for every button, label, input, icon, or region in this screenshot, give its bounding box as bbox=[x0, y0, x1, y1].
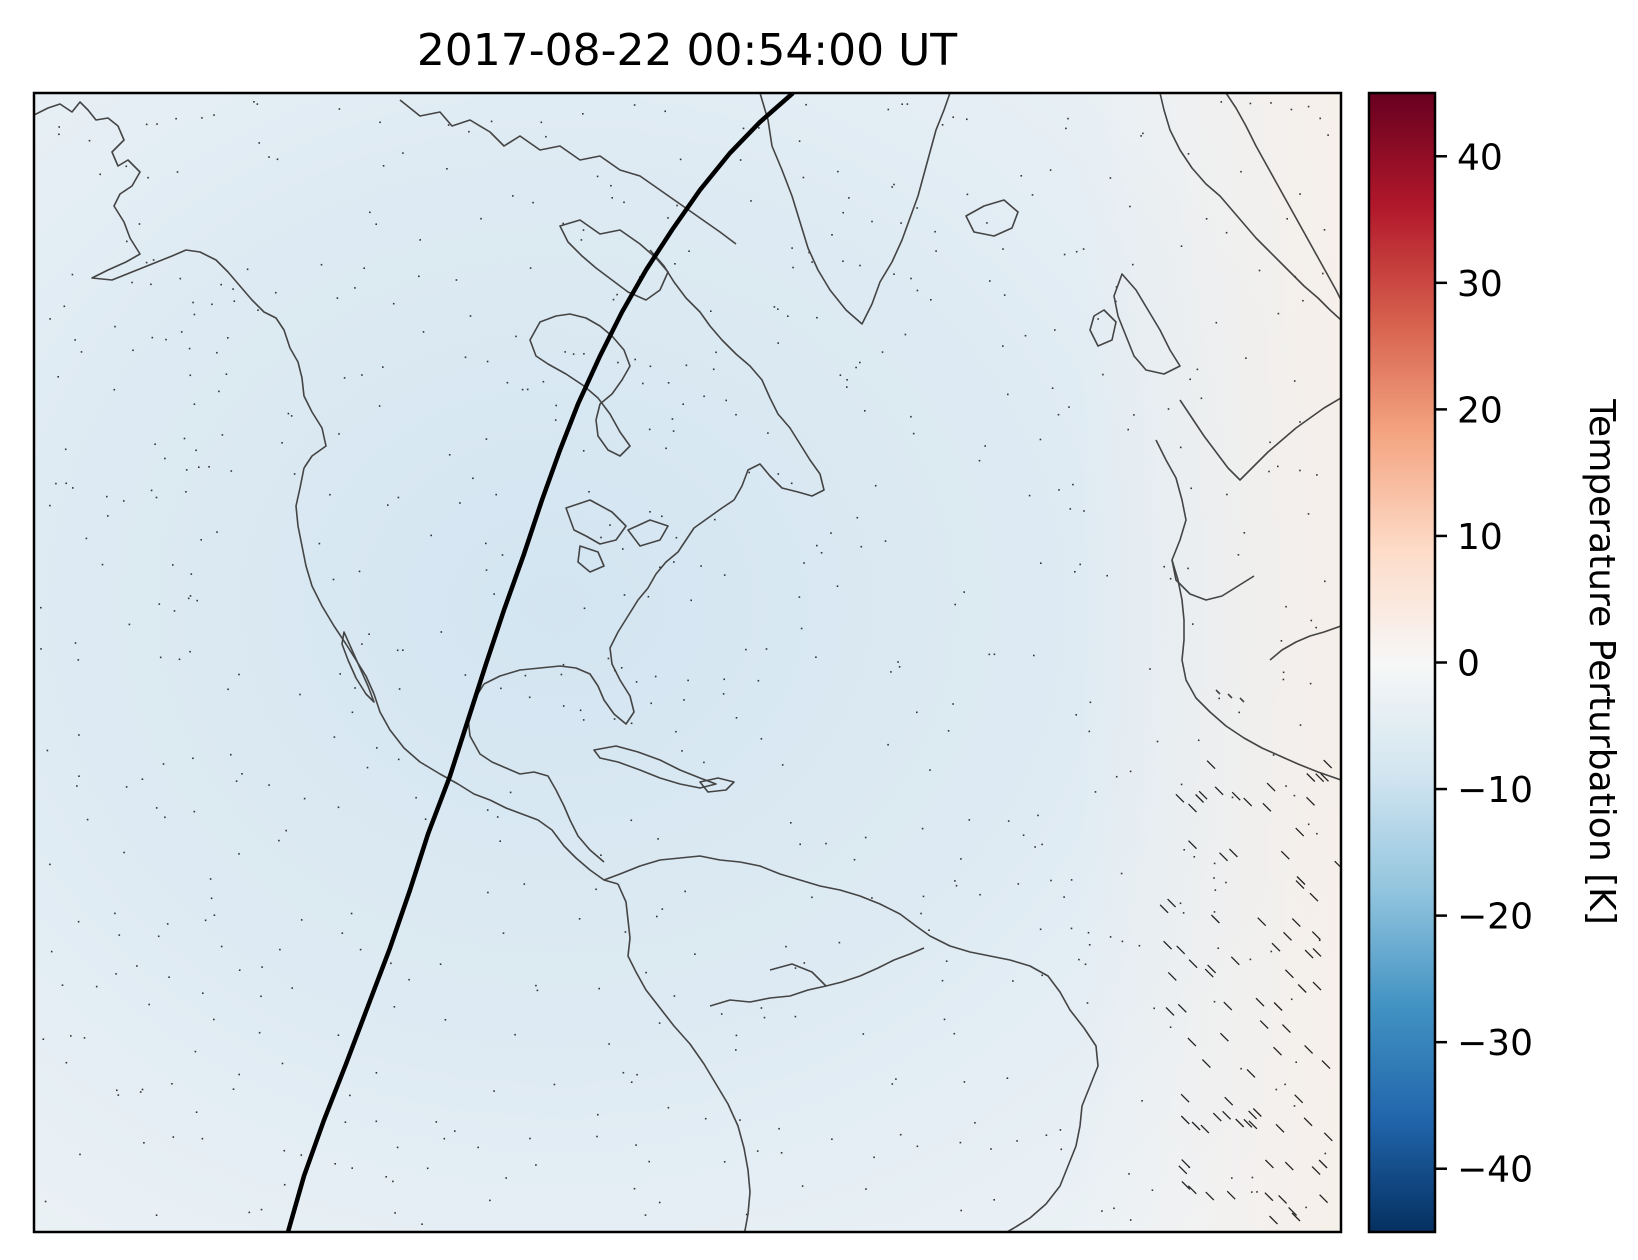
colorbar-tick-label: 0 bbox=[1457, 644, 1480, 685]
coastline-baja bbox=[341, 631, 375, 703]
coastline-south-america bbox=[603, 855, 1099, 1232]
colorbar: 40 30 20 10 0 −10 −20 −30 −40 Temperature Pertur… bbox=[1367, 91, 1622, 1234]
coastline-ireland bbox=[1089, 309, 1117, 347]
orinoco bbox=[769, 963, 827, 987]
baffin bbox=[559, 219, 669, 301]
colorbar-tick-label: 40 bbox=[1457, 137, 1503, 178]
arctic-islands bbox=[399, 99, 737, 245]
coastline-africa bbox=[1171, 559, 1341, 781]
colorbar-tick-label: 30 bbox=[1457, 264, 1503, 305]
coastline-south-america-west bbox=[617, 883, 751, 1232]
coastlines bbox=[34, 93, 1341, 1232]
coastline-labrador bbox=[649, 249, 825, 501]
coastline-africa-north bbox=[1269, 625, 1341, 661]
colorbar-tick-label: −30 bbox=[1457, 1023, 1533, 1064]
map-panel bbox=[34, 93, 1341, 1232]
colorbar-tick-label: 20 bbox=[1457, 390, 1503, 431]
canary-islands bbox=[1215, 689, 1245, 703]
map-frame bbox=[32, 91, 1343, 1234]
coastline-britain bbox=[1113, 273, 1181, 375]
coastline-europe bbox=[1179, 397, 1341, 481]
coastline-gulf bbox=[467, 683, 605, 863]
eclipse-path bbox=[285, 93, 795, 1232]
great-lakes bbox=[565, 499, 669, 573]
colorbar-tick-label: −20 bbox=[1457, 897, 1533, 938]
warm-perturbation-edge bbox=[34, 93, 1341, 1232]
colorbar-label: Temperature Perturbation [K] bbox=[1581, 398, 1622, 925]
coastline-norway bbox=[1225, 93, 1341, 301]
coastline-greenland bbox=[759, 93, 951, 325]
colorbar-tick-label: −10 bbox=[1457, 770, 1533, 811]
colorbar-tick-label: −40 bbox=[1457, 1150, 1533, 1191]
coastline-hudson bbox=[529, 313, 631, 457]
coastline-us-west bbox=[295, 467, 619, 885]
colorbar-gradient bbox=[1369, 93, 1435, 1232]
colorbar-tick-label: 10 bbox=[1457, 517, 1503, 558]
coastline-alaska bbox=[34, 101, 327, 469]
coastline-hispaniola bbox=[699, 777, 735, 793]
coastline-iceland bbox=[965, 199, 1019, 237]
coastline-scandinavia bbox=[1159, 93, 1341, 321]
coastline-cuba bbox=[593, 745, 717, 789]
vector-markers bbox=[40, 101, 1341, 1225]
map-title: 2017-08-22 00:54:00 UT bbox=[417, 25, 957, 76]
coastline-us-east bbox=[483, 499, 735, 725]
